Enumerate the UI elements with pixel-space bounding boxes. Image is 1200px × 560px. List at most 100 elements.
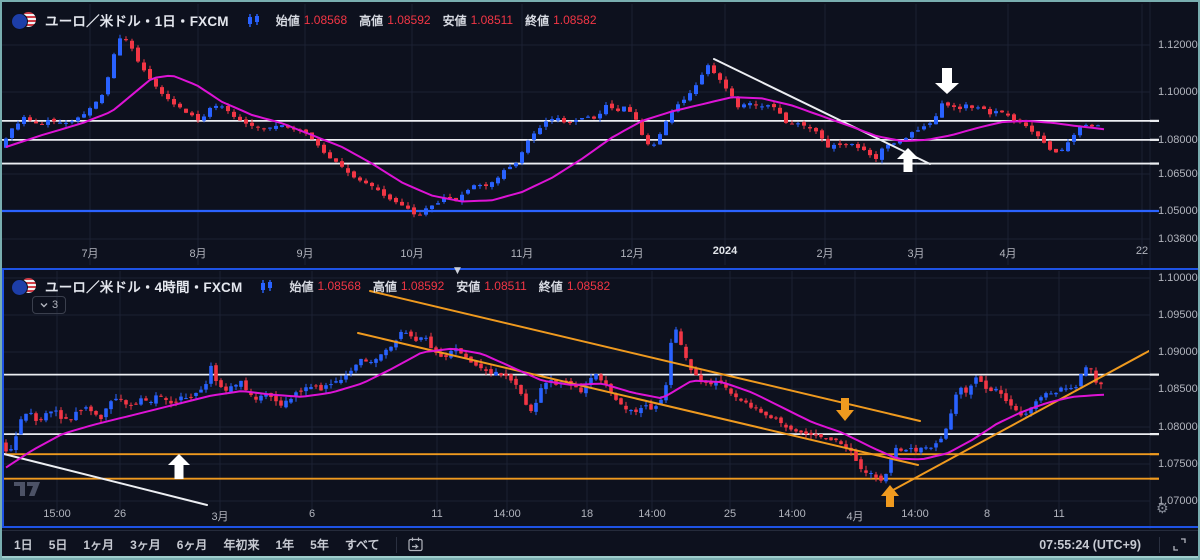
time-axis-label: 10月: [400, 248, 424, 260]
time-axis-label: 11: [431, 508, 443, 520]
open-label: 始値: [275, 13, 300, 28]
time-axis-label: 14:00: [493, 508, 521, 520]
open-value: 1.08568: [303, 13, 348, 27]
price-axis-label: 1.07500: [1158, 458, 1198, 470]
candles-style-icon: [261, 279, 273, 293]
eurusd-flag-icon: [12, 277, 38, 295]
time-axis-label: 12月: [620, 248, 644, 260]
price-axis-label: 1.12000: [1158, 39, 1198, 51]
price-axis-label: 1.09500: [1158, 309, 1198, 321]
collapse-count: 3: [52, 299, 59, 311]
range-button[interactable]: すべて: [344, 538, 380, 552]
range-button[interactable]: 3ヶ月: [130, 538, 161, 552]
range-buttons: 1日 5日 1ヶ月 3ヶ月 6ヶ月 年初来 1年 5年 すべて: [6, 533, 388, 556]
annotation-arrow: [935, 68, 959, 94]
range-button[interactable]: 6ヶ月: [176, 538, 208, 552]
pane1-title: ユーロ／米ドル・1日・FXCM: [45, 14, 229, 29]
price-axis-label: 1.10000: [1158, 86, 1198, 98]
high-value: 1.08592: [400, 279, 445, 293]
time-axis-label: 14:00: [638, 508, 666, 520]
chevron-down-icon: [40, 303, 48, 308]
pane-divider-handle[interactable]: ▼: [454, 266, 461, 276]
close-value: 1.08582: [566, 279, 611, 293]
pane1-plot: [4, 34, 1105, 218]
low-value: 1.08511: [484, 279, 527, 293]
time-axis-label: 8月: [189, 248, 207, 260]
moving-average-line: [5, 74, 1105, 203]
fullscreen-icon: [1172, 538, 1186, 551]
time-axis-label: 6: [308, 508, 316, 520]
range-button[interactable]: 1ヶ月: [83, 538, 115, 552]
time-axis-label: 3月: [211, 511, 229, 523]
time-axis-label: 8: [983, 508, 991, 520]
pane1-legend[interactable]: ユーロ／米ドル・1日・FXCM 始値 1.08568 高値 1.08592 安値 1.…: [12, 10, 597, 30]
window-edge: [2, 556, 1198, 558]
go-to-date-button[interactable]: [405, 534, 427, 556]
eurusd-flag-icon: [12, 11, 38, 29]
annotation-arrow: [897, 148, 919, 172]
time-axis-label: 11月: [510, 248, 534, 260]
annotation-arrow: [881, 485, 899, 507]
annotation-arrow: [836, 398, 854, 421]
price-axis-label: 1.08000: [1158, 134, 1198, 146]
close-label: 終値: [525, 13, 550, 28]
time-axis-label: 22: [1135, 245, 1149, 257]
close-label: 終値: [538, 279, 563, 294]
fullscreen-button[interactable]: [1168, 534, 1190, 556]
open-label: 始値: [289, 279, 314, 294]
time-axis-label: 15:00: [43, 508, 71, 520]
time-axis-label: 9月: [296, 248, 314, 260]
time-axis-label: 18: [580, 508, 594, 520]
range-button[interactable]: 5日: [48, 538, 68, 552]
close-value: 1.08582: [553, 13, 597, 27]
pane2-legend[interactable]: ユーロ／米ドル・4時間・FXCM 始値 1.08568 高値 1.08592 安値 1…: [12, 276, 610, 296]
pane2-title: ユーロ／米ドル・4時間・FXCM: [45, 280, 243, 295]
time-axis-label: 2月: [816, 248, 834, 260]
toolbar-divider: [1159, 536, 1160, 553]
low-label: 安値: [456, 279, 481, 294]
toolbar-divider: [395, 536, 397, 553]
pane1-ohlc: 始値 1.08568 高値 1.08592 安値 1.08511 終値 1.08582: [268, 12, 597, 29]
gear-icon[interactable]: ⚙: [1156, 501, 1169, 517]
time-axis-label: 26: [113, 508, 127, 520]
time-axis-label: 4月: [999, 248, 1017, 260]
annotation-arrow: [168, 454, 190, 479]
time-axis-label: 7月: [81, 248, 99, 260]
time-axis-label: 3月: [907, 248, 925, 260]
price-axis-label: 1.05000: [1158, 205, 1198, 217]
indicators-collapse-button[interactable]: 3: [32, 296, 67, 314]
pane2-plot: [3, 290, 1149, 507]
low-value: 1.08511: [470, 13, 514, 27]
moving-average-line: [5, 347, 1105, 469]
price-axis-label: 1.03800: [1158, 233, 1198, 245]
time-axis-label: 14:00: [901, 508, 929, 520]
time-axis-label: 14:00: [778, 508, 806, 520]
price-axis-label: 1.07000: [1158, 495, 1198, 507]
range-button[interactable]: 1日: [14, 538, 33, 552]
bottom-toolbar: 1日 5日 1ヶ月 3ヶ月 6ヶ月 年初来 1年 5年 すべて 07:55:24 (UTC+9): [2, 530, 1198, 558]
time-axis-label: 2024: [712, 245, 738, 257]
candles-style-icon: [247, 13, 259, 27]
range-button[interactable]: 5年: [310, 538, 329, 552]
price-axis-label: 1.10000: [1158, 272, 1198, 284]
time-axis-label: 11: [1053, 508, 1065, 520]
range-button[interactable]: 1年: [275, 538, 295, 552]
clock[interactable]: 07:55:24 (UTC+9): [1039, 537, 1141, 552]
price-axis-label: 1.06500: [1158, 168, 1198, 180]
time-axis-label: 4月: [846, 511, 864, 523]
range-button[interactable]: 年初来: [223, 538, 260, 552]
price-axis-label: 1.08500: [1158, 383, 1198, 395]
price-axis-label: 1.08000: [1158, 421, 1198, 433]
time-axis-label: 25: [723, 508, 737, 520]
low-label: 安値: [442, 13, 467, 28]
price-axis-label: 1.09000: [1158, 346, 1198, 358]
calendar-goto-icon: [408, 537, 423, 552]
high-value: 1.08592: [387, 13, 431, 27]
high-label: 高値: [359, 13, 384, 28]
high-label: 高値: [372, 279, 397, 294]
pane2-ohlc: 始値 1.08568 高値 1.08592 安値 1.08511 終値 1.08582: [281, 278, 610, 295]
tradingview-watermark-icon: [14, 482, 40, 496]
open-value: 1.08568: [317, 279, 361, 293]
